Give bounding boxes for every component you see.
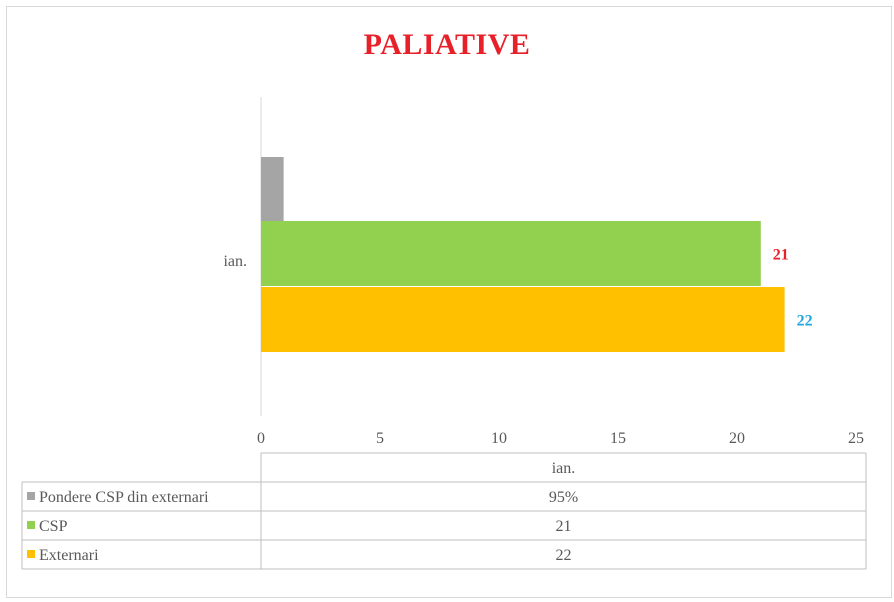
x-tick-label: 20 (729, 430, 745, 447)
x-tick-label: 10 (491, 430, 507, 447)
legend-key-1 (27, 492, 35, 500)
x-tick-label: 0 (257, 430, 265, 447)
chart-frame (6, 6, 892, 598)
legend-label-2: CSP (39, 518, 68, 535)
table-value-2: 21 (556, 518, 572, 535)
bar-2 (261, 221, 761, 286)
legend-key-2 (27, 521, 35, 529)
bar-1 (261, 157, 284, 222)
data-label-2: 21 (773, 247, 789, 264)
x-tick-label: 5 (376, 430, 384, 447)
table-header: ian. (552, 460, 576, 477)
table-value-1: 95% (549, 489, 578, 506)
chart-title: PALIATIVE (363, 28, 531, 61)
x-tick-label: 25 (848, 430, 864, 447)
legend-label-1: Pondere CSP din externari (39, 489, 209, 506)
data-label-3: 22 (797, 313, 813, 330)
x-tick-label: 15 (610, 430, 626, 447)
legend-label-3: Externari (39, 547, 99, 564)
bar-3 (261, 287, 785, 352)
legend-key-3 (27, 550, 35, 558)
category-label: ian. (223, 253, 247, 270)
table-value-3: 22 (556, 547, 572, 564)
